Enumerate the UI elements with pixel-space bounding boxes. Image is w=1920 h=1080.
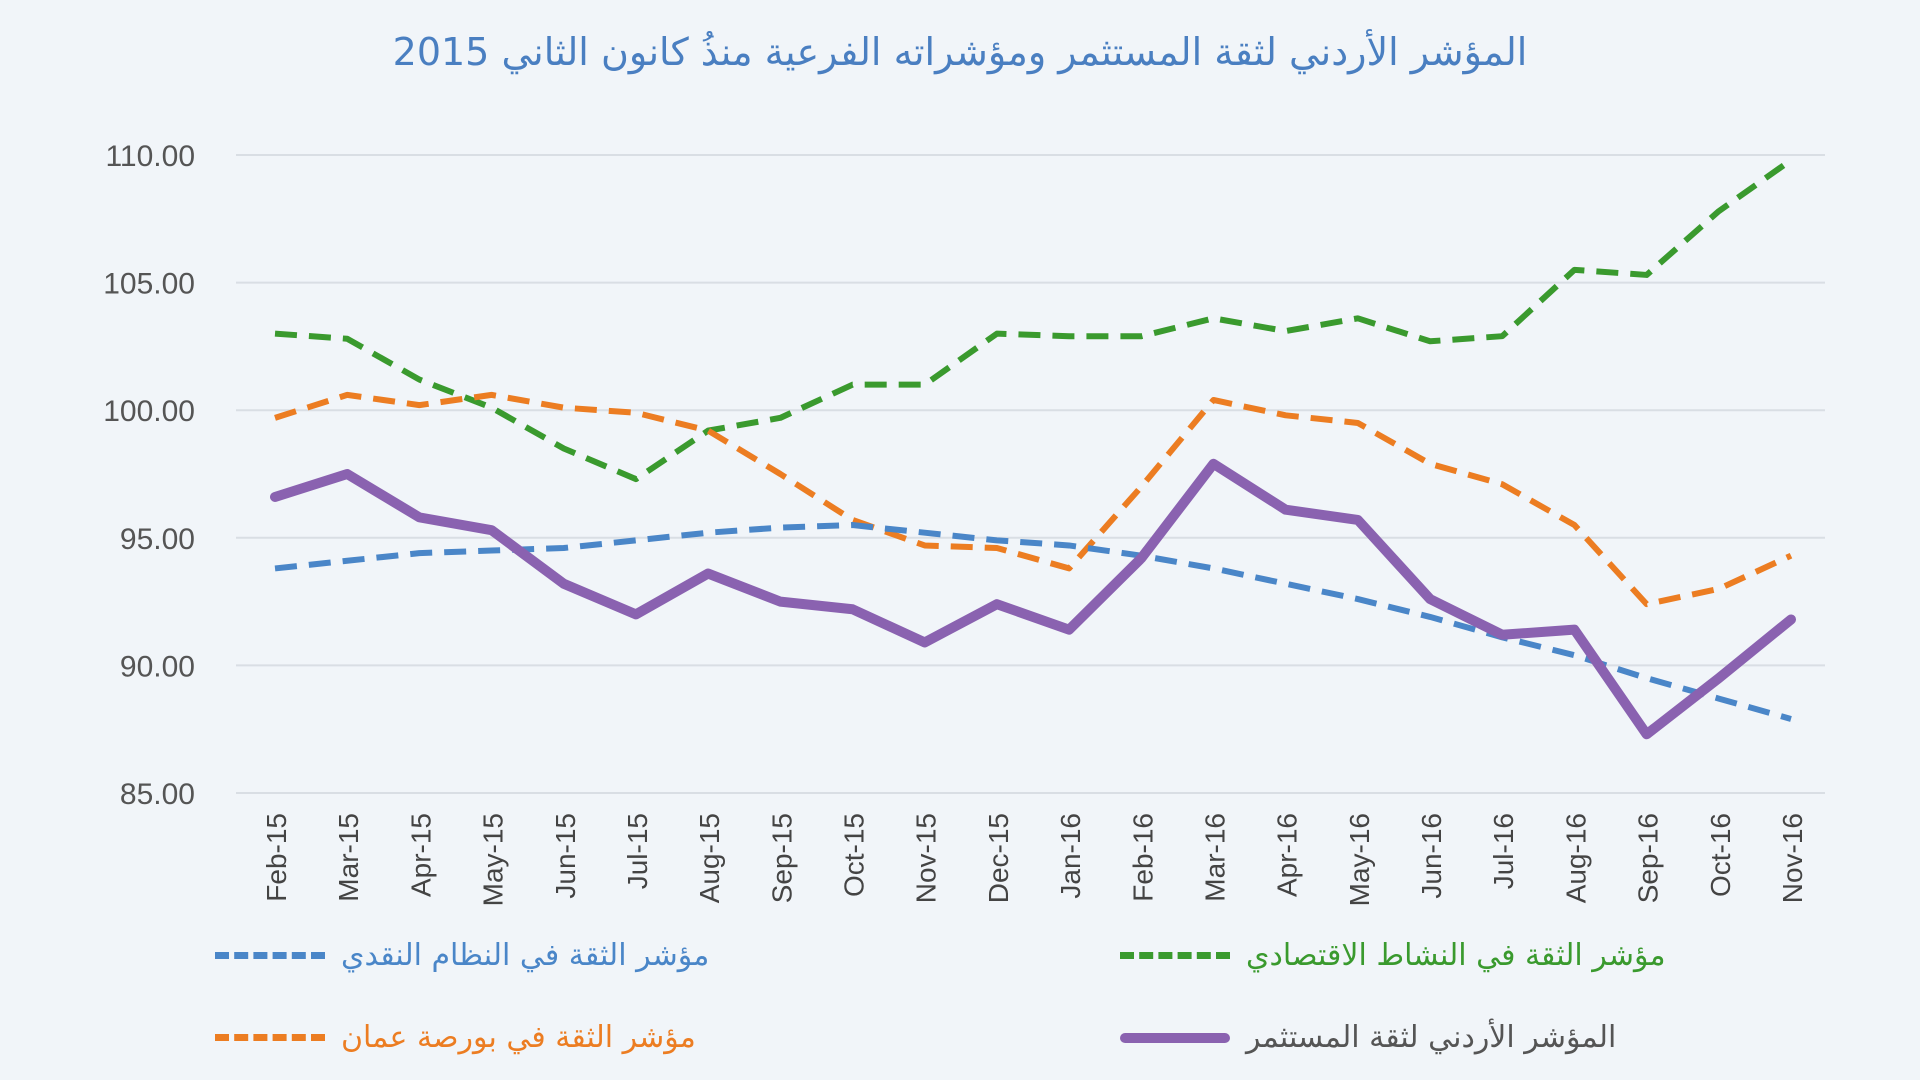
legend-item-monetary: مؤشر الثقة في النظام النقدي bbox=[215, 938, 709, 973]
x-tick-label: Feb-16 bbox=[1127, 813, 1158, 902]
x-tick-label: May-16 bbox=[1344, 813, 1375, 906]
y-tick-label: 100.00 bbox=[103, 395, 195, 428]
series-line-0 bbox=[274, 157, 1793, 483]
legend-swatch-index bbox=[1120, 1032, 1230, 1043]
x-tick-label: Jan-16 bbox=[1055, 813, 1086, 899]
x-tick-label: Nov-15 bbox=[911, 813, 942, 903]
x-tick-label: Mar-16 bbox=[1199, 813, 1230, 902]
legend-label-economic: مؤشر الثقة في النشاط الاقتصادي bbox=[1246, 938, 1666, 973]
x-tick-label: Jun-16 bbox=[1416, 813, 1447, 899]
x-tick-label: Aug-16 bbox=[1560, 813, 1591, 903]
chart-title: المؤشر الأردني لثقة المستثمر ومؤشراته ال… bbox=[392, 30, 1528, 74]
x-tick-label: Sep-15 bbox=[766, 813, 797, 903]
legend-item-index: المؤشر الأردني لثقة المستثمر bbox=[1120, 1020, 1616, 1055]
series-line-3 bbox=[270, 458, 1796, 740]
y-tick-label: 110.00 bbox=[105, 140, 195, 173]
legend-swatch-economic bbox=[1120, 952, 1230, 959]
x-tick-label: Feb-15 bbox=[261, 813, 292, 902]
x-tick-label: Aug-15 bbox=[694, 813, 725, 903]
x-tick-label: May-15 bbox=[478, 813, 509, 906]
y-tick-label: 105.00 bbox=[103, 268, 195, 301]
x-tick-label: Apr-16 bbox=[1272, 813, 1303, 897]
x-tick-label: Jun-15 bbox=[550, 813, 581, 899]
legend-item-ase: مؤشر الثقة في بورصة عمان bbox=[215, 1020, 696, 1055]
legend-swatch-monetary bbox=[215, 952, 325, 959]
legend-swatch-ase bbox=[215, 1034, 325, 1041]
x-tick-label: Nov-16 bbox=[1777, 813, 1808, 903]
series-line-2 bbox=[274, 522, 1792, 722]
legend-item-economic: مؤشر الثقة في النشاط الاقتصادي bbox=[1120, 938, 1666, 973]
x-tick-label: Jul-15 bbox=[622, 813, 653, 889]
legend-label-index: المؤشر الأردني لثقة المستثمر bbox=[1246, 1020, 1617, 1055]
x-tick-label: Oct-15 bbox=[839, 813, 870, 897]
legend-label-monetary: مؤشر الثقة في النظام النقدي bbox=[341, 938, 710, 973]
x-tick-label: Dec-15 bbox=[983, 813, 1014, 903]
y-tick-label: 90.00 bbox=[120, 650, 195, 683]
x-tick-label: Apr-15 bbox=[405, 813, 436, 897]
series-line-1 bbox=[274, 391, 1793, 608]
y-tick-label: 95.00 bbox=[120, 523, 195, 556]
x-tick-label: Sep-16 bbox=[1633, 813, 1664, 903]
legend-label-ase: مؤشر الثقة في بورصة عمان bbox=[341, 1020, 696, 1055]
y-tick-label: 85.00 bbox=[120, 778, 195, 811]
x-tick-label: Mar-15 bbox=[333, 813, 364, 902]
x-tick-label: Jul-16 bbox=[1488, 813, 1519, 889]
x-tick-label: Oct-16 bbox=[1705, 813, 1736, 897]
